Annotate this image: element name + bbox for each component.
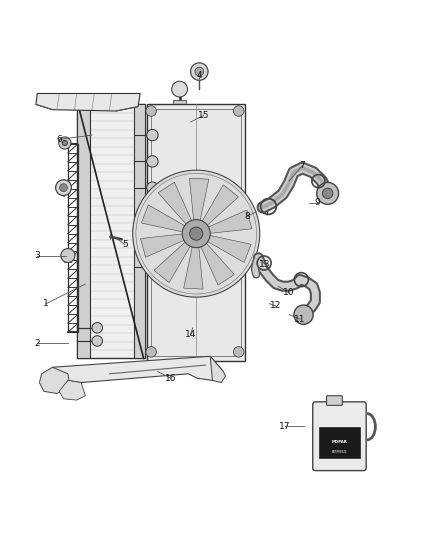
Circle shape [317,182,339,204]
Circle shape [59,137,71,149]
Circle shape [92,322,102,333]
Polygon shape [59,381,85,400]
Polygon shape [189,178,209,223]
Circle shape [147,156,158,167]
Circle shape [146,346,156,357]
FancyBboxPatch shape [326,395,342,405]
Text: 14: 14 [185,330,196,339]
Polygon shape [171,144,191,170]
Circle shape [147,235,158,246]
Polygon shape [184,244,203,289]
Polygon shape [77,104,145,359]
Text: 3: 3 [34,251,40,260]
Text: 4: 4 [197,71,202,80]
Circle shape [233,106,244,116]
Circle shape [322,188,333,199]
Circle shape [61,248,75,263]
FancyBboxPatch shape [319,426,360,458]
Polygon shape [77,104,90,359]
Circle shape [133,170,260,297]
Circle shape [191,63,208,80]
Circle shape [56,180,71,196]
Text: MOPAR: MOPAR [332,440,347,445]
Text: 15: 15 [198,111,209,120]
Circle shape [294,305,313,324]
Circle shape [182,220,210,248]
Polygon shape [205,235,251,262]
Circle shape [62,140,67,146]
Circle shape [233,346,244,357]
Text: 2: 2 [35,338,40,348]
Polygon shape [201,185,238,227]
Polygon shape [147,104,245,361]
Circle shape [172,81,187,97]
Text: 1: 1 [43,299,49,308]
Polygon shape [206,210,252,233]
Circle shape [147,261,158,272]
Text: 17: 17 [279,422,290,431]
Polygon shape [158,182,193,227]
Text: 8: 8 [244,212,251,221]
Text: 16: 16 [165,374,177,383]
Polygon shape [141,233,187,257]
Text: 9: 9 [314,198,321,207]
Text: 6: 6 [56,135,62,144]
Circle shape [195,67,204,76]
Circle shape [146,106,156,116]
Text: 11: 11 [294,314,306,324]
Circle shape [147,182,158,193]
Circle shape [92,336,102,346]
Circle shape [147,130,158,141]
Text: 10: 10 [283,288,295,297]
Circle shape [60,184,67,191]
Text: 13: 13 [259,260,271,269]
Polygon shape [200,241,234,285]
Polygon shape [141,205,187,232]
Polygon shape [151,109,241,356]
Circle shape [190,227,203,240]
Polygon shape [36,93,140,111]
Text: ANTIFREEZE: ANTIFREEZE [332,450,347,454]
Circle shape [147,208,158,220]
Polygon shape [134,104,145,359]
FancyBboxPatch shape [313,402,366,471]
Polygon shape [210,356,226,383]
Text: 12: 12 [270,302,282,310]
Text: 5: 5 [122,240,128,249]
Polygon shape [154,240,192,282]
Polygon shape [39,367,70,393]
Polygon shape [53,356,223,383]
Text: 7: 7 [299,161,305,170]
Polygon shape [173,100,186,126]
